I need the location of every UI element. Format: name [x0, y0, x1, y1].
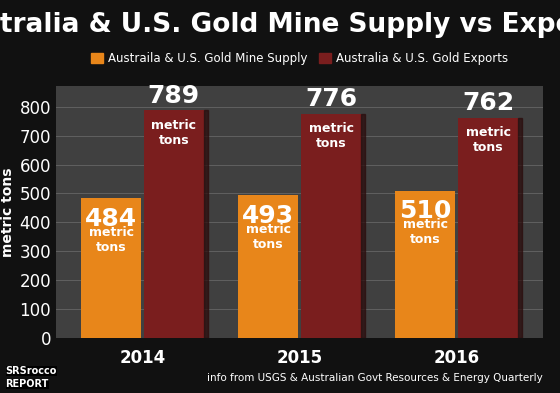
Text: 789: 789: [148, 84, 200, 108]
Bar: [361, 114, 365, 338]
Text: 762: 762: [462, 91, 514, 116]
Text: metric
tons: metric tons: [88, 226, 133, 253]
Bar: [204, 110, 208, 338]
Legend: Austraila & U.S. Gold Mine Supply, Australia & U.S. Gold Exports: Austraila & U.S. Gold Mine Supply, Austr…: [87, 47, 512, 70]
Text: REPORT: REPORT: [6, 379, 49, 389]
Bar: [301, 114, 361, 338]
Bar: [144, 110, 204, 338]
Text: 776: 776: [305, 87, 357, 111]
Text: 484: 484: [85, 207, 137, 231]
Bar: [395, 191, 455, 338]
Text: 493: 493: [242, 204, 294, 228]
Text: Australia & U.S. Gold Mine Supply vs Exports: Australia & U.S. Gold Mine Supply vs Exp…: [0, 12, 560, 38]
Text: info from USGS & Australian Govt Resources & Energy Quarterly: info from USGS & Australian Govt Resourc…: [207, 373, 543, 383]
Y-axis label: metric tons: metric tons: [1, 167, 15, 257]
Text: metric
tons: metric tons: [151, 119, 197, 147]
Text: SRSrocco: SRSrocco: [6, 366, 57, 376]
Text: metric
tons: metric tons: [246, 223, 291, 251]
Bar: [239, 195, 298, 338]
Text: 510: 510: [399, 199, 451, 223]
Text: metric
tons: metric tons: [466, 127, 511, 154]
Text: metric
tons: metric tons: [403, 218, 448, 246]
Bar: [81, 198, 141, 338]
Text: metric
tons: metric tons: [309, 122, 353, 150]
Bar: [458, 118, 518, 338]
Bar: [518, 118, 522, 338]
